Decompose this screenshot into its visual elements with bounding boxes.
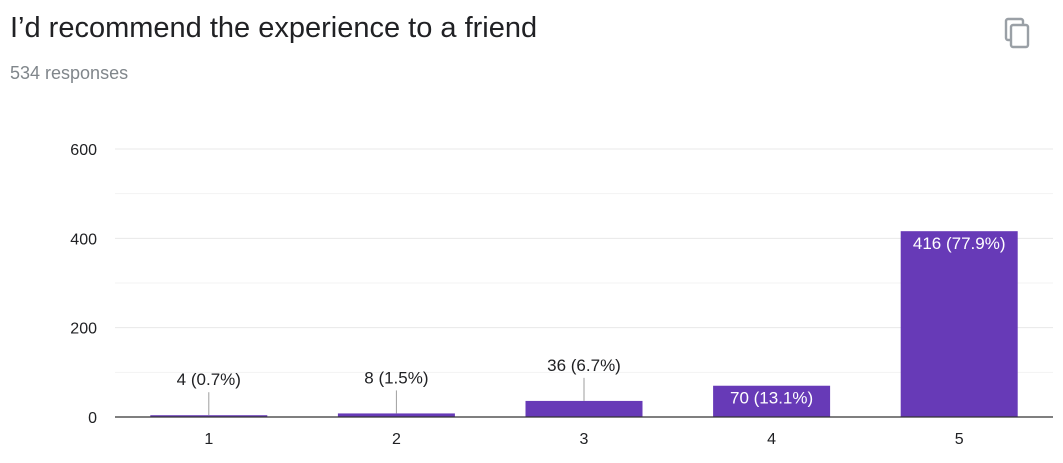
x-tick-label: 2	[392, 431, 401, 448]
bar	[337, 413, 455, 417]
y-tick-label: 400	[70, 231, 97, 248]
x-tick-label: 4	[767, 431, 776, 448]
data-label: 70 (13.1%)	[730, 389, 813, 408]
y-tick-label: 200	[70, 321, 97, 338]
copy-icon	[1004, 17, 1030, 49]
data-label: 8 (1.5%)	[364, 368, 428, 387]
y-tick-label: 600	[70, 142, 97, 159]
y-tick-label: 0	[88, 410, 97, 427]
bar	[150, 415, 268, 417]
copy-chart-button[interactable]	[998, 15, 1034, 51]
bar	[525, 400, 643, 417]
response-count: 534 responses	[10, 63, 129, 83]
bar	[713, 385, 831, 417]
data-label: 416 (77.9%)	[913, 234, 1006, 253]
data-label: 4 (0.7%)	[177, 370, 241, 389]
bar	[900, 231, 1018, 417]
data-label: 36 (6.7%)	[547, 356, 621, 375]
x-tick-label: 3	[580, 431, 589, 448]
question-title: I’d recommend the experience to a friend	[10, 12, 538, 44]
x-tick-label: 5	[955, 431, 964, 448]
x-tick-label: 1	[204, 431, 213, 448]
